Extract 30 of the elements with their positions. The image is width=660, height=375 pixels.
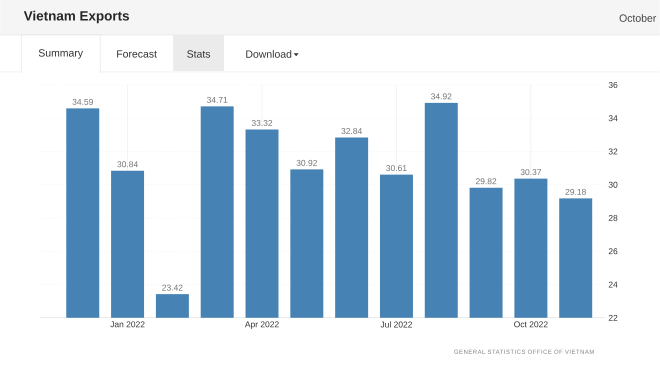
y-tick-label: 30 <box>608 182 618 188</box>
text: October <box>620 14 656 22</box>
text: Download <box>246 50 292 58</box>
data-label: 29.18 <box>566 188 586 195</box>
y-tick-label: 26 <box>608 248 618 254</box>
data-label: 29.82 <box>476 178 496 184</box>
text: Summary <box>38 49 84 59</box>
data-label: 30.37 <box>520 169 542 176</box>
data-label: 32.84 <box>341 128 362 134</box>
x-tick-label: Oct 2022 <box>514 321 548 328</box>
y-tick-label: 32 <box>608 148 618 155</box>
y-tick-label: 24 <box>608 282 618 288</box>
x-tick-label: Apr 2022 <box>244 321 279 330</box>
text: Stats <box>187 50 210 58</box>
chart-title: Vietnam Exports <box>24 10 129 24</box>
y-tick-label: 22 <box>608 314 618 321</box>
y-tick-label: 28 <box>608 215 618 222</box>
x-tick-label: Jan 2022 <box>110 321 145 328</box>
data-label: 30.92 <box>296 160 317 166</box>
data-label: 30.84 <box>117 161 138 168</box>
data-label: 30.61 <box>386 165 407 172</box>
data-label: 34.92 <box>431 94 452 100</box>
data-label: 23.42 <box>162 284 183 291</box>
y-tick-label: 34 <box>608 115 618 122</box>
data-label: 34.71 <box>206 97 228 103</box>
x-tick-label: Jul 2022 <box>380 321 412 328</box>
data-label: 34.59 <box>72 99 93 105</box>
y-tick-label: 36 <box>608 82 618 88</box>
text: Forecast <box>117 50 157 58</box>
data-label: 33.32 <box>252 120 272 126</box>
